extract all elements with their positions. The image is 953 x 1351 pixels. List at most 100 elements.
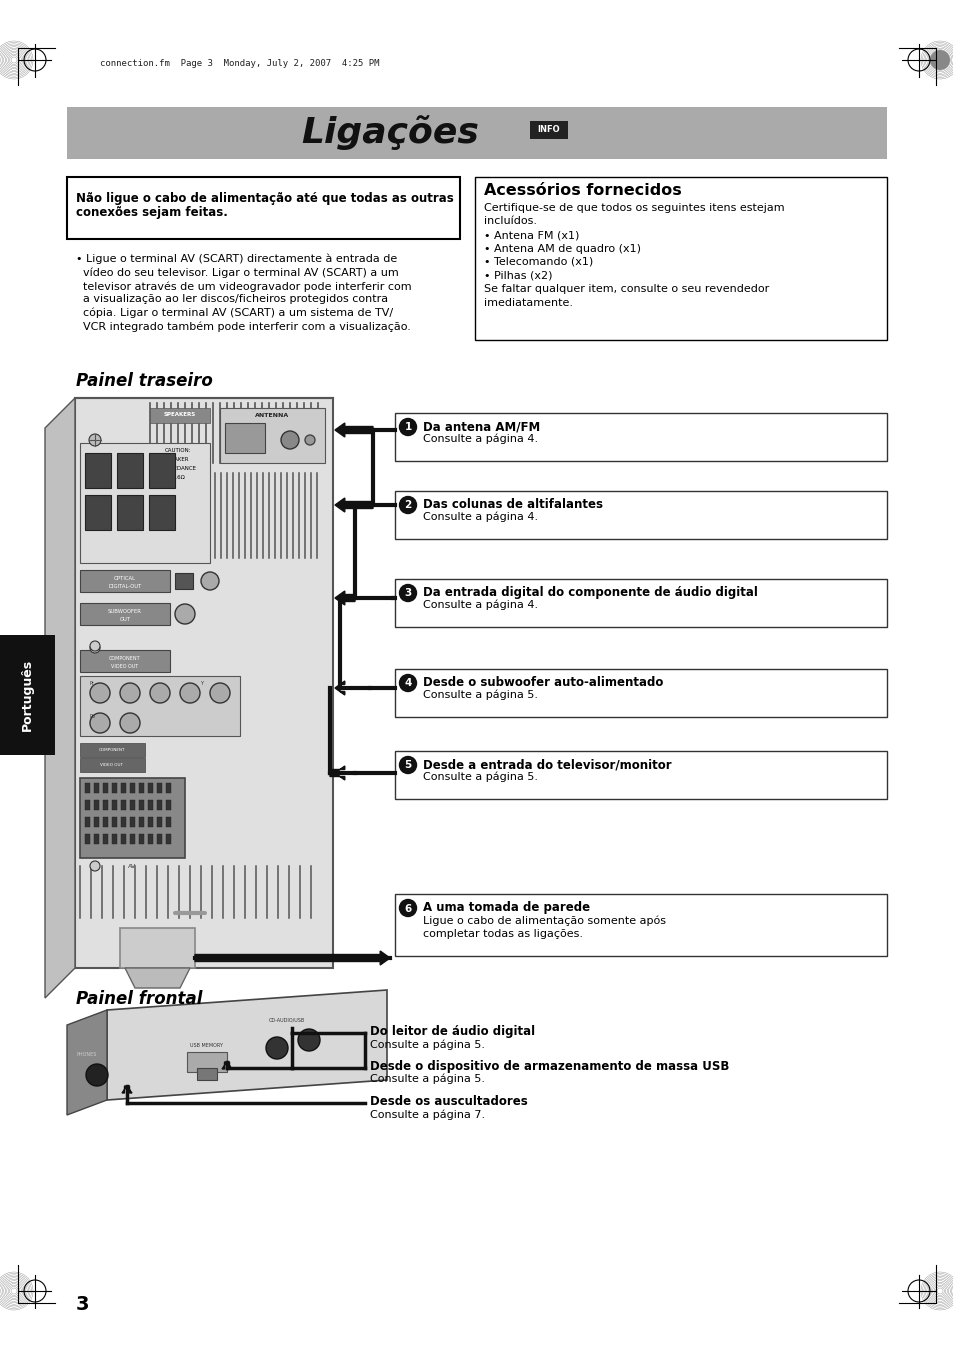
- Text: Português: Português: [20, 659, 33, 731]
- Bar: [94, 800, 99, 811]
- Polygon shape: [335, 499, 373, 512]
- Text: Certifique-se de que todos os seguintes itens estejam: Certifique-se de que todos os seguintes …: [483, 203, 783, 213]
- Circle shape: [399, 419, 416, 435]
- Bar: [157, 834, 162, 844]
- Bar: [130, 817, 135, 827]
- Bar: [112, 784, 117, 793]
- Circle shape: [89, 434, 101, 446]
- Text: a visualização ao ler discos/ficheiros protegidos contra: a visualização ao ler discos/ficheiros p…: [76, 295, 388, 304]
- Bar: [530, 122, 567, 139]
- Text: connection.fm  Page 3  Monday, July 2, 2007  4:25 PM: connection.fm Page 3 Monday, July 2, 200…: [100, 58, 379, 68]
- Bar: [395, 490, 886, 539]
- Bar: [395, 669, 886, 717]
- Bar: [174, 573, 193, 589]
- Bar: [157, 784, 162, 793]
- Circle shape: [266, 1038, 288, 1059]
- Text: Desde o subwoofer auto-alimentado: Desde o subwoofer auto-alimentado: [422, 676, 662, 689]
- Bar: [150, 408, 210, 423]
- Circle shape: [120, 713, 140, 734]
- Bar: [395, 751, 886, 798]
- Text: Consulte a página 5.: Consulte a página 5.: [422, 771, 537, 782]
- Text: VIDEO OUT: VIDEO OUT: [100, 763, 123, 767]
- Bar: [80, 676, 240, 736]
- Bar: [117, 453, 143, 488]
- Bar: [80, 778, 185, 858]
- Text: COMPONENT: COMPONENT: [109, 657, 141, 661]
- Text: incluídos.: incluídos.: [483, 216, 537, 227]
- Circle shape: [90, 643, 100, 653]
- Bar: [225, 423, 265, 453]
- Bar: [166, 817, 171, 827]
- Bar: [148, 784, 152, 793]
- Text: 1: 1: [404, 423, 411, 432]
- Text: VCR integrado também pode interferir com a visualização.: VCR integrado também pode interferir com…: [76, 322, 411, 332]
- Text: Acessórios fornecidos: Acessórios fornecidos: [483, 182, 681, 199]
- Bar: [395, 580, 886, 627]
- Text: 3: 3: [76, 1296, 90, 1315]
- Circle shape: [90, 684, 110, 703]
- Polygon shape: [194, 951, 390, 965]
- Bar: [139, 800, 144, 811]
- Bar: [67, 107, 886, 159]
- Bar: [112, 817, 117, 827]
- Circle shape: [120, 684, 140, 703]
- Text: Se faltar qualquer item, consulte o seu revendedor: Se faltar qualquer item, consulte o seu …: [483, 284, 768, 295]
- Circle shape: [90, 640, 100, 651]
- Text: Pr: Pr: [90, 681, 94, 686]
- Bar: [121, 784, 126, 793]
- Bar: [121, 834, 126, 844]
- Text: SPEAKERS: SPEAKERS: [164, 412, 196, 417]
- Text: CAUTION:: CAUTION:: [165, 449, 192, 453]
- Text: • Antena AM de quadro (x1): • Antena AM de quadro (x1): [483, 243, 640, 254]
- Circle shape: [281, 431, 298, 449]
- Circle shape: [399, 757, 416, 774]
- Text: 6Ω-16Ω: 6Ω-16Ω: [165, 476, 186, 480]
- Bar: [130, 784, 135, 793]
- Bar: [395, 413, 886, 461]
- Bar: [94, 834, 99, 844]
- Text: Não ligue o cabo de alimentação até que todas as outras: Não ligue o cabo de alimentação até que …: [76, 192, 454, 205]
- Text: 2: 2: [404, 500, 411, 511]
- Polygon shape: [45, 399, 75, 998]
- Bar: [139, 834, 144, 844]
- Polygon shape: [335, 590, 355, 605]
- Bar: [157, 817, 162, 827]
- Bar: [80, 570, 170, 592]
- Circle shape: [399, 900, 416, 916]
- Text: televisor através de um videogravador pode interferir com: televisor através de um videogravador po…: [76, 281, 411, 292]
- Text: completar todas as ligações.: completar todas as ligações.: [422, 929, 582, 939]
- Text: Painel traseiro: Painel traseiro: [76, 372, 213, 390]
- Text: OPTICAL: OPTICAL: [113, 576, 136, 581]
- Bar: [149, 453, 174, 488]
- Circle shape: [399, 585, 416, 601]
- Bar: [148, 834, 152, 844]
- Bar: [85, 453, 111, 488]
- Text: Consulte a página 5.: Consulte a página 5.: [422, 690, 537, 701]
- Text: Consulte a página 5.: Consulte a página 5.: [370, 1039, 484, 1050]
- Polygon shape: [67, 1011, 107, 1115]
- Bar: [220, 408, 325, 463]
- Text: Pb: Pb: [90, 713, 96, 719]
- Text: Da antena AM/FM: Da antena AM/FM: [422, 420, 539, 434]
- Bar: [80, 650, 170, 671]
- Bar: [121, 817, 126, 827]
- Text: Ligue o cabo de alimentação somente após: Ligue o cabo de alimentação somente após: [422, 915, 665, 925]
- Text: • Antena FM (x1): • Antena FM (x1): [483, 230, 578, 240]
- Bar: [80, 758, 145, 771]
- Polygon shape: [330, 766, 344, 780]
- Bar: [139, 784, 144, 793]
- Text: SPEAKER: SPEAKER: [165, 457, 190, 462]
- Circle shape: [90, 713, 110, 734]
- Text: 3: 3: [404, 589, 411, 598]
- Polygon shape: [107, 990, 387, 1100]
- Bar: [75, 399, 333, 969]
- Text: PHONES: PHONES: [77, 1052, 97, 1058]
- Text: 4: 4: [404, 678, 412, 689]
- Bar: [103, 834, 108, 844]
- Polygon shape: [122, 1086, 132, 1093]
- Text: 6: 6: [404, 904, 411, 913]
- Text: IMPEDANCE: IMPEDANCE: [165, 466, 196, 471]
- Bar: [157, 800, 162, 811]
- Circle shape: [180, 684, 200, 703]
- Text: • Telecomando (x1): • Telecomando (x1): [483, 257, 593, 267]
